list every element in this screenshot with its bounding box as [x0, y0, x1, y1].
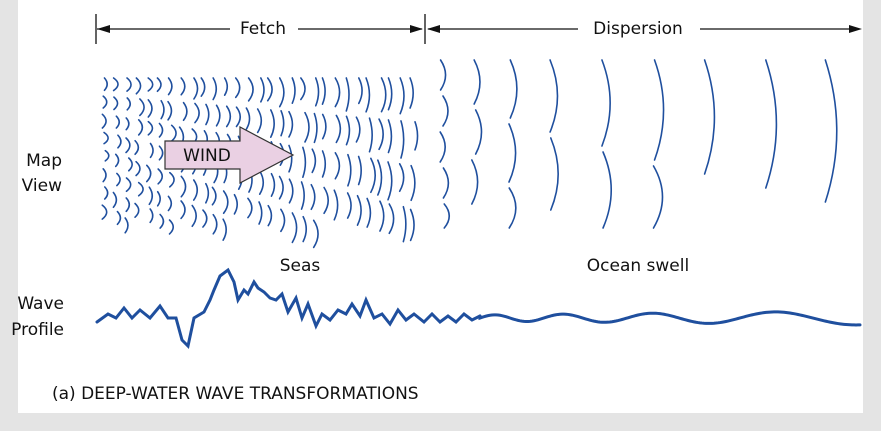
dispersion-label: Dispersion — [593, 19, 683, 39]
wind-label: WIND — [183, 146, 231, 166]
map-label: View — [22, 176, 62, 196]
diagram: Fetch Dispersion WIND Map View Seas Ocea… — [0, 0, 881, 431]
profile-label: Wave — [17, 294, 64, 314]
map-label: Map — [26, 151, 62, 171]
panel — [18, 0, 863, 413]
caption: (a) DEEP-WATER WAVE TRANSFORMATIONS — [52, 384, 419, 404]
swell-label: Ocean swell — [587, 256, 689, 276]
fetch-label: Fetch — [240, 19, 286, 39]
profile-label: Profile — [11, 320, 64, 340]
seas-label: Seas — [280, 256, 321, 276]
